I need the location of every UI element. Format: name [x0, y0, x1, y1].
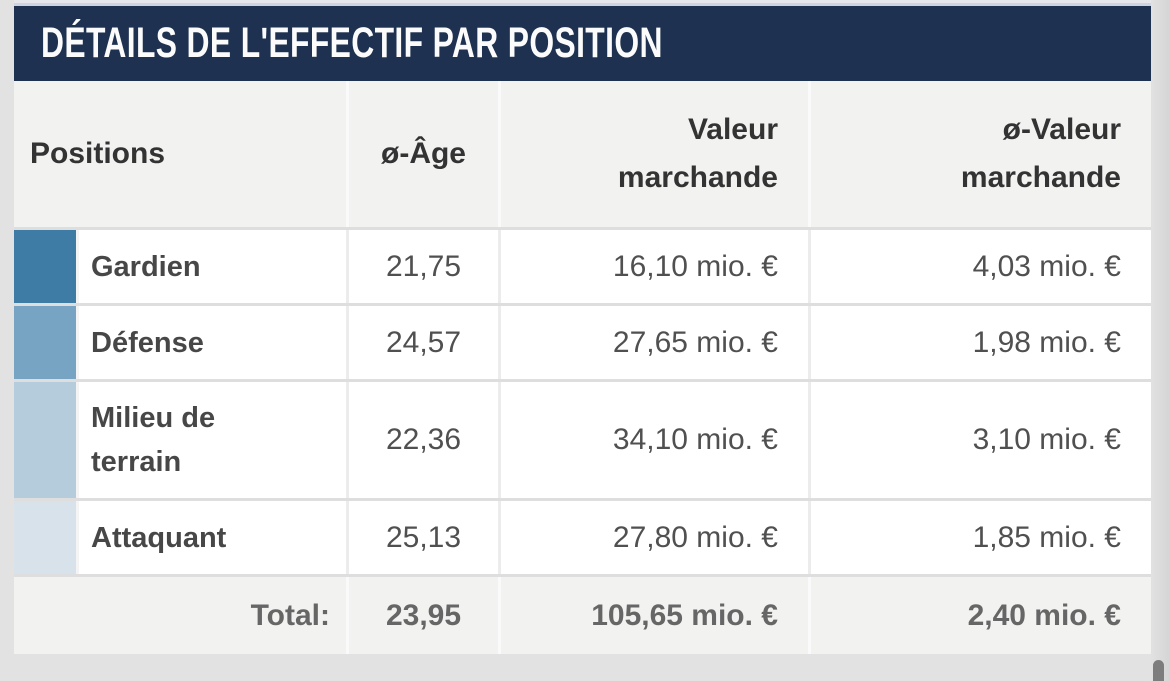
panel-title: DÉTAILS DE L'EFFECTIF PAR POSITION: [41, 19, 663, 67]
position-color-swatch: [14, 382, 76, 498]
position-name: Attaquant: [79, 501, 346, 574]
scrollbar-thumb[interactable]: [1153, 660, 1164, 681]
positions-table: Positions ø-Âge Valeur marchande ø-Valeu…: [14, 81, 1151, 654]
avg-market-value: 4,03 mio. €: [811, 230, 1151, 303]
avg-market-value: 1,85 mio. €: [811, 501, 1151, 574]
table-header-row: Positions ø-Âge Valeur marchande ø-Valeu…: [14, 81, 1151, 227]
position-color-swatch: [14, 230, 76, 303]
market-value: 16,10 mio. €: [501, 230, 808, 303]
position-cell: Attaquant: [14, 501, 346, 574]
table-total-row: Total: 23,95 105,65 mio. € 2,40 mio. €: [14, 577, 1151, 654]
position-color-swatch: [14, 501, 76, 574]
table-row: Attaquant 25,13 27,80 mio. €1,85 mio. €: [14, 501, 1151, 574]
avg-age-value: 21,75: [349, 230, 498, 303]
top-divider: [14, 0, 1151, 6]
avg-age-value: 24,57: [349, 306, 498, 379]
avg-age-value: 25,13: [349, 501, 498, 574]
panel-header: DÉTAILS DE L'EFFECTIF PAR POSITION: [14, 6, 1151, 81]
position-cell: Défense: [14, 306, 346, 379]
market-value: 34,10 mio. €: [501, 382, 808, 498]
total-label: Total:: [14, 577, 346, 654]
position-name: Défense: [79, 306, 346, 379]
avg-market-value: 3,10 mio. €: [811, 382, 1151, 498]
position-cell: Milieu de terrain: [14, 382, 346, 498]
position-name: Gardien: [79, 230, 346, 303]
column-header-avg-age: ø-Âge: [349, 81, 498, 227]
total-market-value: 105,65 mio. €: [501, 577, 808, 654]
position-cell: Gardien: [14, 230, 346, 303]
squad-position-panel: DÉTAILS DE L'EFFECTIF PAR POSITION Posit…: [14, 0, 1151, 654]
position-color-swatch: [14, 306, 76, 379]
position-name: Milieu de terrain: [79, 382, 346, 498]
column-header-market-value: Valeur marchande: [501, 81, 808, 227]
avg-market-value: 1,98 mio. €: [811, 306, 1151, 379]
total-avg-age: 23,95: [349, 577, 498, 654]
table-row: Défense 24,57 27,65 mio. €1,98 mio. €: [14, 306, 1151, 379]
table-row: Gardien 21,75 16,10 mio. €4,03 mio. €: [14, 230, 1151, 303]
market-value: 27,80 mio. €: [501, 501, 808, 574]
market-value: 27,65 mio. €: [501, 306, 808, 379]
table-row: Milieu de terrain 22,36 34,10 mio. €3,10 m…: [14, 382, 1151, 498]
column-header-positions: Positions: [14, 81, 346, 227]
column-header-avg-market-value: ø-Valeur marchande: [811, 81, 1151, 227]
scrollbar-track[interactable]: [1150, 0, 1170, 681]
avg-age-value: 22,36: [349, 382, 498, 498]
total-avg-market-value: 2,40 mio. €: [811, 577, 1151, 654]
